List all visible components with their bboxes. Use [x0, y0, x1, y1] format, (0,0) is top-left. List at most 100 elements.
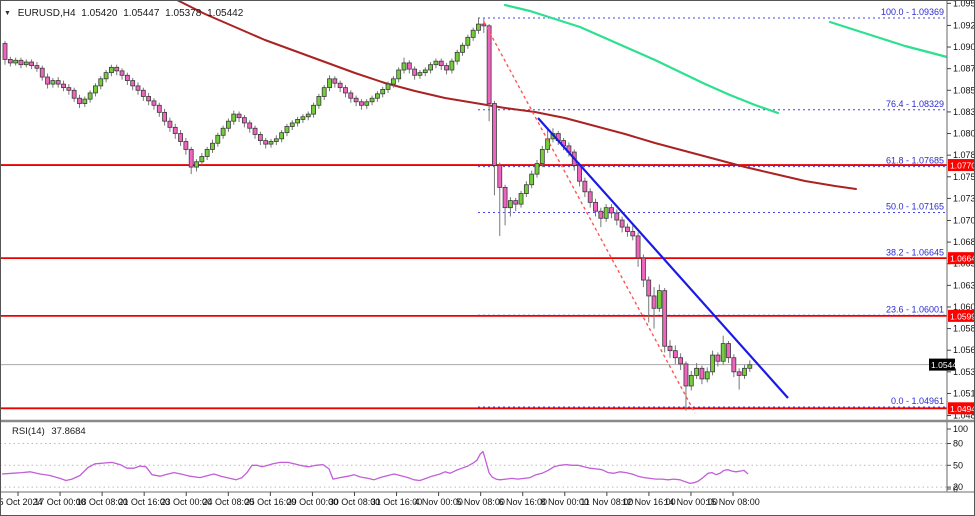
candle [39, 65, 45, 81]
candle [55, 77, 61, 88]
candle [678, 353, 684, 371]
candle [715, 352, 721, 367]
candle-body [162, 111, 168, 122]
candle [380, 86, 386, 98]
candle-body [114, 66, 120, 72]
price-tag-red-label: 1.04947 [950, 404, 975, 414]
price-tick-label: 1.07075 [953, 215, 975, 225]
candle [50, 77, 56, 88]
candle [279, 130, 285, 143]
candle-body [45, 76, 50, 85]
candle [18, 57, 24, 69]
candle [140, 87, 146, 101]
candle-body [178, 133, 183, 142]
candle-body [497, 164, 503, 188]
main-chart-pane[interactable]: 100.0 - 1.09369 76.4 - 1.08329 61.8 - 1.07… [0, 0, 949, 414]
candle-body [704, 371, 710, 380]
candle [614, 209, 620, 226]
candle [183, 137, 189, 155]
candle-body [656, 290, 662, 309]
candle-body [401, 62, 407, 71]
candle-body [135, 85, 141, 91]
candle-body [428, 64, 434, 71]
candle-body [614, 212, 620, 221]
candle [731, 354, 737, 378]
price-tick-label: 1.08305 [953, 107, 975, 117]
time-tick-label: 6 Nov 16:00 [498, 497, 547, 507]
candle [667, 340, 673, 358]
candle [348, 90, 354, 103]
candle [417, 69, 423, 79]
candle-body [241, 117, 247, 124]
candle-body [641, 257, 646, 281]
candle-body [587, 191, 593, 203]
candle-body [625, 226, 630, 232]
candle-body [348, 92, 354, 99]
rsi-scale-label: 20 [953, 482, 963, 492]
candle [109, 64, 114, 77]
rsi-pane[interactable]: 100 80 50 200 [0, 419, 975, 494]
candle-body [66, 87, 72, 91]
candle-body [316, 96, 322, 106]
candle-body [183, 141, 189, 150]
symbol-title: EURUSD,H4 [17, 8, 76, 19]
candle [359, 99, 364, 110]
time-tick-label: 4 Nov 00:00 [414, 497, 463, 507]
candle-body [289, 122, 295, 127]
time-tick-label: 23 Oct 00:00 [160, 497, 212, 507]
blue-trendline[interactable] [537, 117, 789, 399]
candle-body [332, 78, 338, 84]
candle-body [390, 78, 396, 85]
candle [747, 360, 753, 372]
ma-green-line-2[interactable] [828, 20, 949, 59]
candle-body [598, 210, 604, 219]
candle [252, 125, 258, 139]
ma-green-line[interactable] [503, 3, 780, 115]
candle-body [582, 180, 588, 193]
price-axis[interactable]: 1.09535 1.09285 1.09040 1.08795 1.08550 1.083… [929, 0, 975, 492]
candle-body [188, 149, 194, 168]
candle-body [481, 23, 487, 27]
candle [45, 73, 50, 89]
candle-body [151, 100, 157, 106]
candle [534, 160, 540, 178]
price-tick-label: 1.08060 [953, 129, 975, 139]
time-tick-label: 12 Nov 16:00 [622, 497, 676, 507]
candle [7, 56, 13, 67]
candle [156, 102, 162, 117]
candle-body [513, 200, 519, 205]
candle [742, 364, 747, 379]
time-tick-label: 25 Oct 16:00 [245, 497, 297, 507]
candle [481, 18, 487, 33]
candle [305, 111, 311, 121]
candle [651, 287, 657, 329]
ma-red-line[interactable] [176, 0, 857, 190]
price-tick-label: 1.09040 [953, 42, 975, 52]
candle [226, 118, 231, 132]
candle-body [534, 163, 540, 175]
candle [103, 69, 109, 83]
candle [694, 363, 699, 379]
price-tag-red [948, 252, 975, 265]
candle [497, 162, 503, 236]
ohlc-low: 1.05378 [165, 8, 202, 19]
candle-body [619, 219, 625, 228]
candle-body [422, 69, 428, 74]
price-tag-red-label: 1.06648 [950, 254, 975, 264]
candle-body [385, 83, 391, 90]
price-tick-label: 1.07570 [953, 172, 975, 182]
candle [220, 125, 226, 139]
candle-body [476, 23, 481, 31]
rsi-scale-label: 50 [953, 460, 963, 470]
candle [454, 49, 460, 65]
rsi-scale-label: 80 [953, 439, 963, 449]
fib-level-label: 38.2 - 1.06645 [886, 247, 944, 257]
red-dashed-trendline[interactable] [483, 21, 696, 414]
candle-body [87, 92, 93, 100]
symbol-dropdown-icon[interactable]: ▼ [4, 10, 11, 17]
candle-body [61, 83, 66, 89]
time-tick-label: 17 Oct 00:00 [34, 497, 86, 507]
candle-body [359, 101, 364, 106]
